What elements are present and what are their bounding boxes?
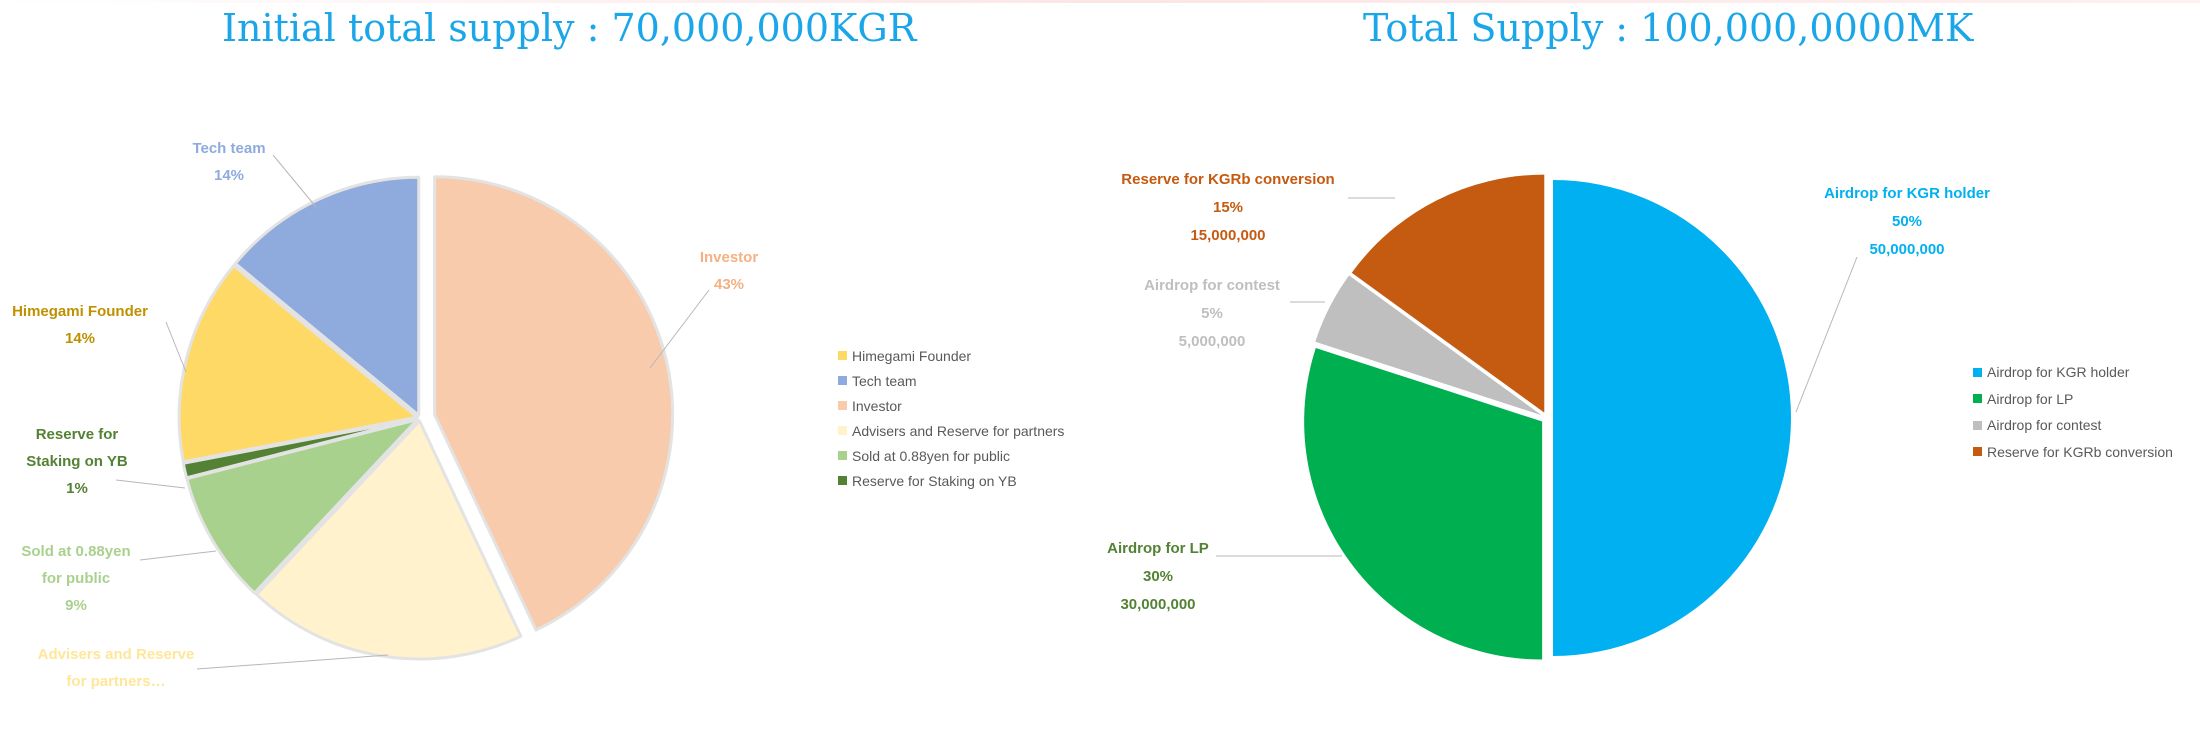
legend-item-investor: Investor [838, 393, 1064, 418]
leader-line-advisers-and-reserve-for-partners [196, 654, 389, 670]
legend-swatch [838, 351, 847, 360]
legend-label: Himegami Founder [852, 347, 972, 364]
pie-slice-sold-at-0-88yen-for-public [185, 418, 419, 595]
data-label-advisers-and-reserve-for-partners-line-1: Advisers and Reserve [38, 646, 195, 663]
legend-label: Investor [852, 397, 902, 414]
data-label-airdrop-for-kgr-holder-line-1: Airdrop for KGR holder [1824, 185, 1990, 202]
legend-item-airdrop-lp: Airdrop for LP [1973, 386, 2173, 413]
top-accent-strip [0, 0, 2200, 3]
legend-item-reserve-staking: Reserve for Staking on YB [838, 468, 1064, 493]
legend-label: Airdrop for LP [1987, 390, 2074, 407]
pie-chart-total-supply: Airdrop for KGR holder 50% 50,000,000 Airdr… [1107, 171, 1990, 660]
data-label-reserve-for-kgrb-conversion-line-1: Reserve for KGRb conversion [1121, 171, 1334, 188]
data-label-reserve-for-staking-on-yb-line-2: Staking on YB [26, 453, 128, 470]
legend-swatch [838, 426, 847, 435]
data-label-airdrop-for-lp-line-1: Airdrop for LP [1107, 540, 1209, 557]
leader-line-tech-team [272, 154, 317, 208]
pie-slice-reserve-for-kgrb-conversion [1351, 174, 1545, 413]
data-label-reserve-for-kgrb-conversion-line-3: 15,000,000 [1190, 227, 1265, 244]
chart-title-left: Initial total supply : 70,000,000KGR [222, 6, 917, 50]
pie-slice-himegami-founder [177, 264, 419, 464]
data-label-investor-line-1: Investor [700, 249, 759, 266]
legend-label: Advisers and Reserve for partners [852, 422, 1065, 439]
leader-line-investor [649, 289, 710, 369]
pie-slice-investor [433, 175, 675, 632]
pie-slice-airdrop-for-lp [1304, 347, 1543, 660]
data-label-sold-at-0-88yen-for-public-line-3: 9% [65, 597, 87, 614]
data-label-airdrop-for-contest-line-3: 5,000,000 [1179, 333, 1246, 350]
legend-item-reserve-kgrb: Reserve for KGRb conversion [1973, 439, 2173, 466]
data-label-airdrop-for-contest-line-1: Airdrop for contest [1144, 277, 1280, 294]
legend-item-himegami-founder: Himegami Founder [838, 343, 1064, 368]
data-label-advisers-and-reserve-for-partners-line-2: for partners… [66, 673, 165, 690]
legend-swatch [838, 401, 847, 410]
data-label-reserve-for-staking-on-yb-line-3: 1% [66, 480, 88, 497]
legend-left: Himegami Founder Tech team Investor Advi… [838, 343, 1064, 493]
legend-label: Tech team [852, 372, 917, 389]
legend-swatch [1973, 394, 1982, 404]
pie-slice-airdrop-for-contest [1315, 275, 1542, 416]
legend-swatch [1973, 447, 1982, 457]
legend-label: Sold at 0.88yen for public [852, 447, 1010, 464]
data-label-himegami-founder-line-2: 14% [65, 330, 95, 347]
legend-label: Airdrop for contest [1987, 417, 2102, 434]
legend-label: Reserve for KGRb conversion [1987, 443, 2173, 460]
legend-right: Airdrop for KGR holder Airdrop for LP Ai… [1973, 359, 2173, 465]
data-label-airdrop-for-kgr-holder-line-2: 50% [1892, 213, 1922, 230]
data-label-reserve-for-staking-on-yb-line-1: Reserve for [36, 426, 119, 443]
legend-swatch [1973, 420, 1982, 430]
data-label-investor-line-2: 43% [714, 276, 744, 293]
pie-slice-advisers-and-reserve-for-partners [255, 419, 523, 661]
data-label-sold-at-0-88yen-for-public-line-1: Sold at 0.88yen [21, 543, 130, 560]
legend-swatch [838, 451, 847, 460]
legend-swatch [838, 376, 847, 385]
legend-item-sold-public: Sold at 0.88yen for public [838, 443, 1064, 468]
leader-line-airdrop-for-kgr-holder [1795, 256, 1858, 413]
data-label-airdrop-for-kgr-holder-line-3: 50,000,000 [1869, 241, 1944, 258]
legend-swatch [1973, 367, 1982, 377]
data-label-reserve-for-kgrb-conversion-line-2: 15% [1213, 199, 1243, 216]
legend-label: Reserve for Staking on YB [852, 472, 1017, 489]
legend-item-advisers-reserve: Advisers and Reserve for partners [838, 418, 1064, 443]
leader-line-himegami-founder [165, 321, 187, 373]
legend-label: Airdrop for KGR holder [1987, 364, 2130, 381]
data-label-tech-team-line-2: 14% [214, 167, 244, 184]
legend-item-airdrop-contest: Airdrop for contest [1973, 412, 2173, 439]
data-label-airdrop-for-lp-line-3: 30,000,000 [1120, 596, 1195, 613]
chart-title-right: Total Supply : 100,000,0000MK [1363, 6, 1974, 50]
legend-swatch [838, 476, 847, 485]
pie-chart-initial-supply: Himegami Founder 14% Tech team 14% Investor 4… [12, 140, 758, 690]
pie-slice-tech-team [233, 175, 421, 417]
data-label-sold-at-0-88yen-for-public-line-2: for public [42, 570, 110, 587]
leader-line-reserve-for-staking-on-yb [115, 479, 186, 489]
pie-slice-airdrop-for-kgr-holder [1553, 180, 1791, 656]
data-label-tech-team-line-1: Tech team [192, 140, 265, 157]
legend-item-tech-team: Tech team [838, 368, 1064, 393]
data-label-himegami-founder-line-1: Himegami Founder [12, 303, 148, 320]
leader-line-sold-at-0-88yen-for-public [139, 550, 217, 561]
data-label-airdrop-for-lp-line-2: 30% [1143, 568, 1173, 585]
data-label-airdrop-for-contest-line-2: 5% [1201, 305, 1223, 322]
legend-item-airdrop-kgr-holder: Airdrop for KGR holder [1973, 359, 2173, 386]
